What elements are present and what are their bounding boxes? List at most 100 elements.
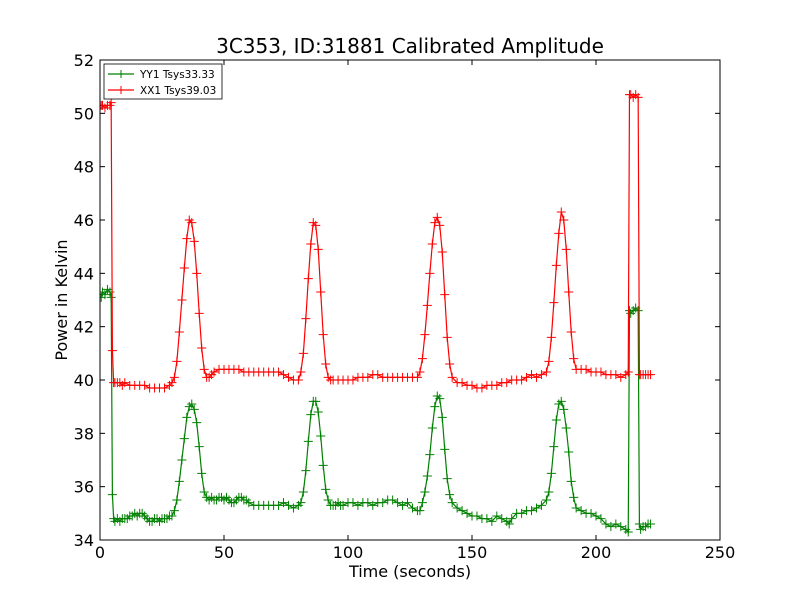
data-point — [167, 511, 177, 521]
data-point — [159, 383, 169, 393]
data-point — [554, 228, 564, 238]
x-tick-label: 50 — [214, 543, 234, 562]
data-point — [318, 460, 328, 470]
x-tick-label: 200 — [581, 543, 612, 562]
data-point — [546, 468, 556, 478]
data-point — [541, 495, 551, 505]
data-point — [316, 287, 326, 297]
legend-marker — [117, 70, 125, 78]
data-point — [420, 330, 430, 340]
data-point — [348, 375, 358, 385]
data-point — [569, 354, 579, 364]
data-point — [177, 295, 187, 305]
data-point — [502, 378, 512, 388]
data-point — [549, 442, 559, 452]
data-point — [445, 359, 455, 369]
data-point — [527, 506, 537, 516]
data-point — [368, 500, 378, 510]
data-point — [244, 498, 254, 508]
data-point — [393, 498, 403, 508]
data-point — [167, 378, 177, 388]
data-point — [298, 348, 308, 358]
data-point — [279, 498, 289, 508]
data-point — [442, 332, 452, 342]
data-point — [120, 378, 130, 388]
data-point — [435, 394, 445, 404]
y-axis-ticks: 34 36 38 40 42 44 46 48 50 52 — [74, 51, 720, 550]
data-point — [288, 503, 298, 513]
data-point — [194, 442, 204, 452]
data-point — [316, 431, 326, 441]
series-layer — [100, 90, 656, 537]
series-1 — [100, 90, 656, 393]
data-point — [623, 367, 633, 377]
y-tick-label: 34 — [74, 531, 94, 550]
data-point — [576, 506, 586, 516]
data-point — [551, 260, 561, 270]
y-axis-label: Power in Kelvin — [52, 239, 71, 360]
data-point — [353, 500, 363, 510]
data-point — [199, 487, 209, 497]
data-point — [561, 244, 571, 254]
data-point — [633, 92, 643, 102]
legend-label: XX1 Tsys39.03 — [140, 85, 216, 97]
data-point — [596, 367, 606, 377]
data-point — [321, 359, 331, 369]
legend-marker — [117, 86, 125, 94]
data-point — [313, 244, 323, 254]
data-point — [197, 343, 207, 353]
data-point — [442, 474, 452, 484]
data-point — [527, 370, 537, 380]
data-point — [192, 418, 202, 428]
data-point — [430, 218, 440, 228]
data-point — [306, 410, 316, 420]
data-point — [546, 332, 556, 342]
data-point — [179, 434, 189, 444]
data-point — [564, 447, 574, 457]
y-tick-label: 40 — [74, 371, 94, 390]
data-point — [303, 436, 313, 446]
data-point — [646, 370, 656, 380]
data-point — [452, 503, 462, 513]
data-point — [172, 356, 182, 366]
data-point — [591, 511, 601, 521]
data-point — [504, 519, 514, 529]
data-point — [437, 412, 447, 422]
data-point — [348, 498, 358, 508]
data-point — [422, 300, 432, 310]
data-point — [169, 506, 179, 516]
data-point — [420, 487, 430, 497]
data-point — [301, 314, 311, 324]
data-point — [427, 423, 437, 433]
data-point — [100, 290, 110, 300]
data-point — [363, 498, 373, 508]
x-tick-label: 150 — [457, 543, 488, 562]
y-tick-label: 42 — [74, 318, 94, 337]
y-tick-label: 38 — [74, 424, 94, 443]
data-point — [559, 404, 569, 414]
data-point — [192, 268, 202, 278]
data-point — [487, 516, 497, 526]
data-point — [566, 476, 576, 486]
data-point — [140, 380, 150, 390]
data-point — [472, 511, 482, 521]
x-axis-ticks: 0 50 100 150 200 250 — [95, 60, 735, 562]
data-point — [522, 372, 532, 382]
data-point — [296, 367, 306, 377]
data-point — [497, 514, 507, 524]
data-point — [187, 399, 197, 409]
data-point — [457, 378, 467, 388]
data-point — [209, 367, 219, 377]
x-axis-label: Time (seconds) — [348, 562, 471, 581]
data-point — [311, 220, 321, 230]
data-point — [182, 234, 192, 244]
data-point — [106, 292, 116, 302]
data-point — [633, 306, 643, 316]
data-point — [388, 495, 398, 505]
data-point — [606, 522, 616, 532]
data-point — [531, 372, 541, 382]
data-point — [482, 514, 492, 524]
data-point — [306, 239, 316, 249]
